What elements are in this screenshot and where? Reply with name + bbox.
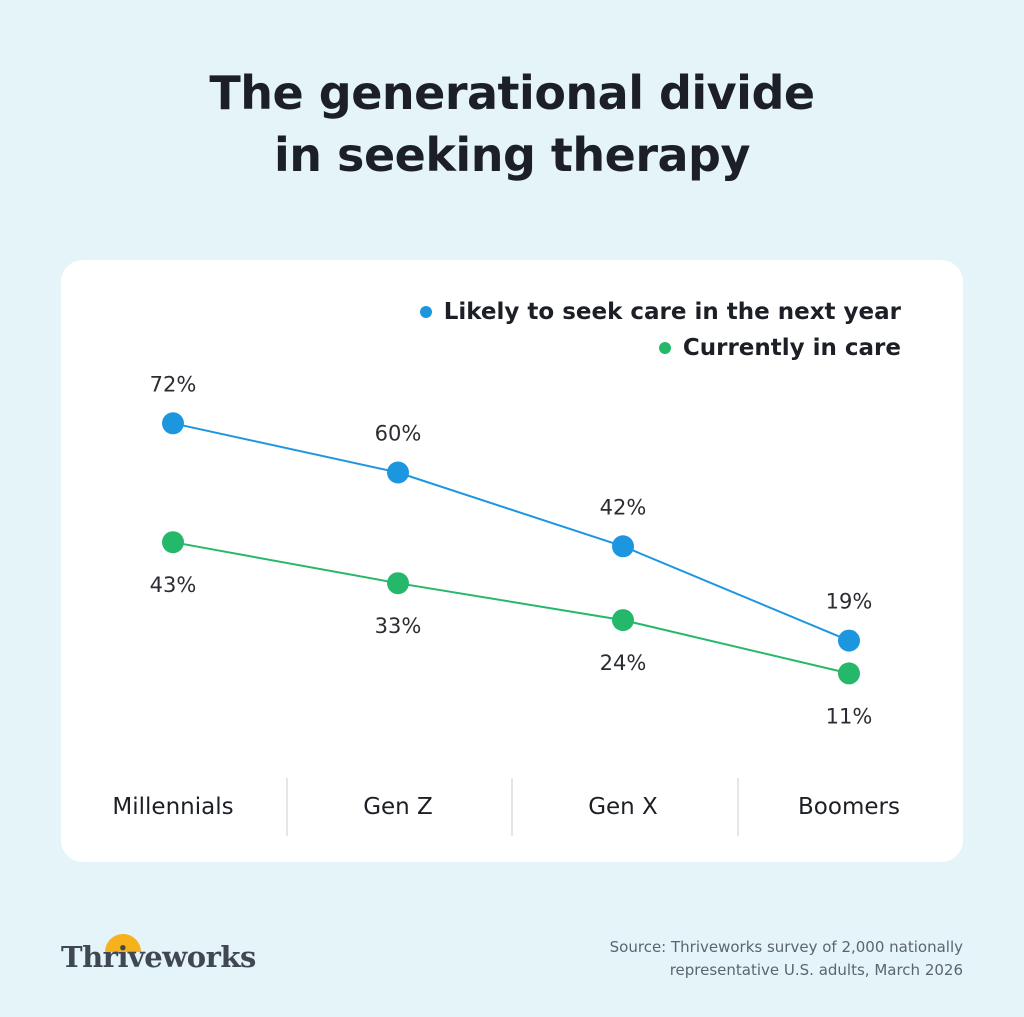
data-label: 19%: [826, 590, 873, 614]
category-label: Gen Z: [363, 794, 433, 820]
title-line-2: in seeking therapy: [274, 128, 750, 182]
sun-icon: [105, 934, 141, 952]
data-point: [612, 609, 634, 632]
data-label: 24%: [600, 651, 647, 675]
data-label: 60%: [375, 422, 422, 446]
category-label: Millennials: [112, 794, 233, 820]
data-point: [387, 461, 409, 484]
data-point: [838, 629, 860, 652]
chart-title: The generational divide in seeking thera…: [0, 62, 1024, 186]
legend-item-likely: Likely to seek care in the next year: [419, 294, 901, 330]
legend-label-likely: Likely to seek care in the next year: [443, 299, 901, 325]
data-point: [162, 412, 184, 435]
series-line-1: [172, 541, 850, 675]
legend-label-current: Currently in care: [682, 335, 901, 361]
source-line-2: representative U.S. adults, March 2026: [669, 961, 963, 979]
data-label: 43%: [150, 573, 197, 597]
data-label: 72%: [150, 372, 197, 396]
series-line-0: [172, 422, 850, 642]
title-line-1: The generational divide: [209, 66, 815, 120]
data-label: 42%: [600, 495, 647, 519]
data-point: [387, 572, 409, 595]
source-line-1: Source: Thriveworks survey of 2,000 nati…: [609, 938, 963, 956]
data-point: [162, 531, 184, 554]
category-label: Boomers: [798, 794, 900, 820]
data-point: [838, 662, 860, 685]
line-chart: 72% 60% 42% 19% 43% 33% 24% 11% Millennials Gen Z…: [112, 372, 900, 836]
category-label: Gen X: [588, 794, 658, 820]
data-point: [612, 535, 634, 558]
legend-item-current: Currently in care: [420, 330, 901, 366]
data-label: 11%: [826, 704, 873, 728]
legend-dot-green: [658, 342, 671, 354]
data-label: 33%: [375, 614, 422, 638]
thriveworks-logo: Thriveworks: [61, 928, 261, 978]
chart-legend: Likely to seek care in the next year Cur…: [419, 294, 901, 366]
source-note: Source: Thriveworks survey of 2,000 nati…: [543, 936, 963, 982]
chart-card: 72% 60% 42% 19% 43% 33% 24% 11% Millennials Gen Z…: [61, 260, 963, 862]
legend-dot-blue: [419, 306, 432, 318]
brand-name: Thriveworks: [61, 940, 256, 974]
